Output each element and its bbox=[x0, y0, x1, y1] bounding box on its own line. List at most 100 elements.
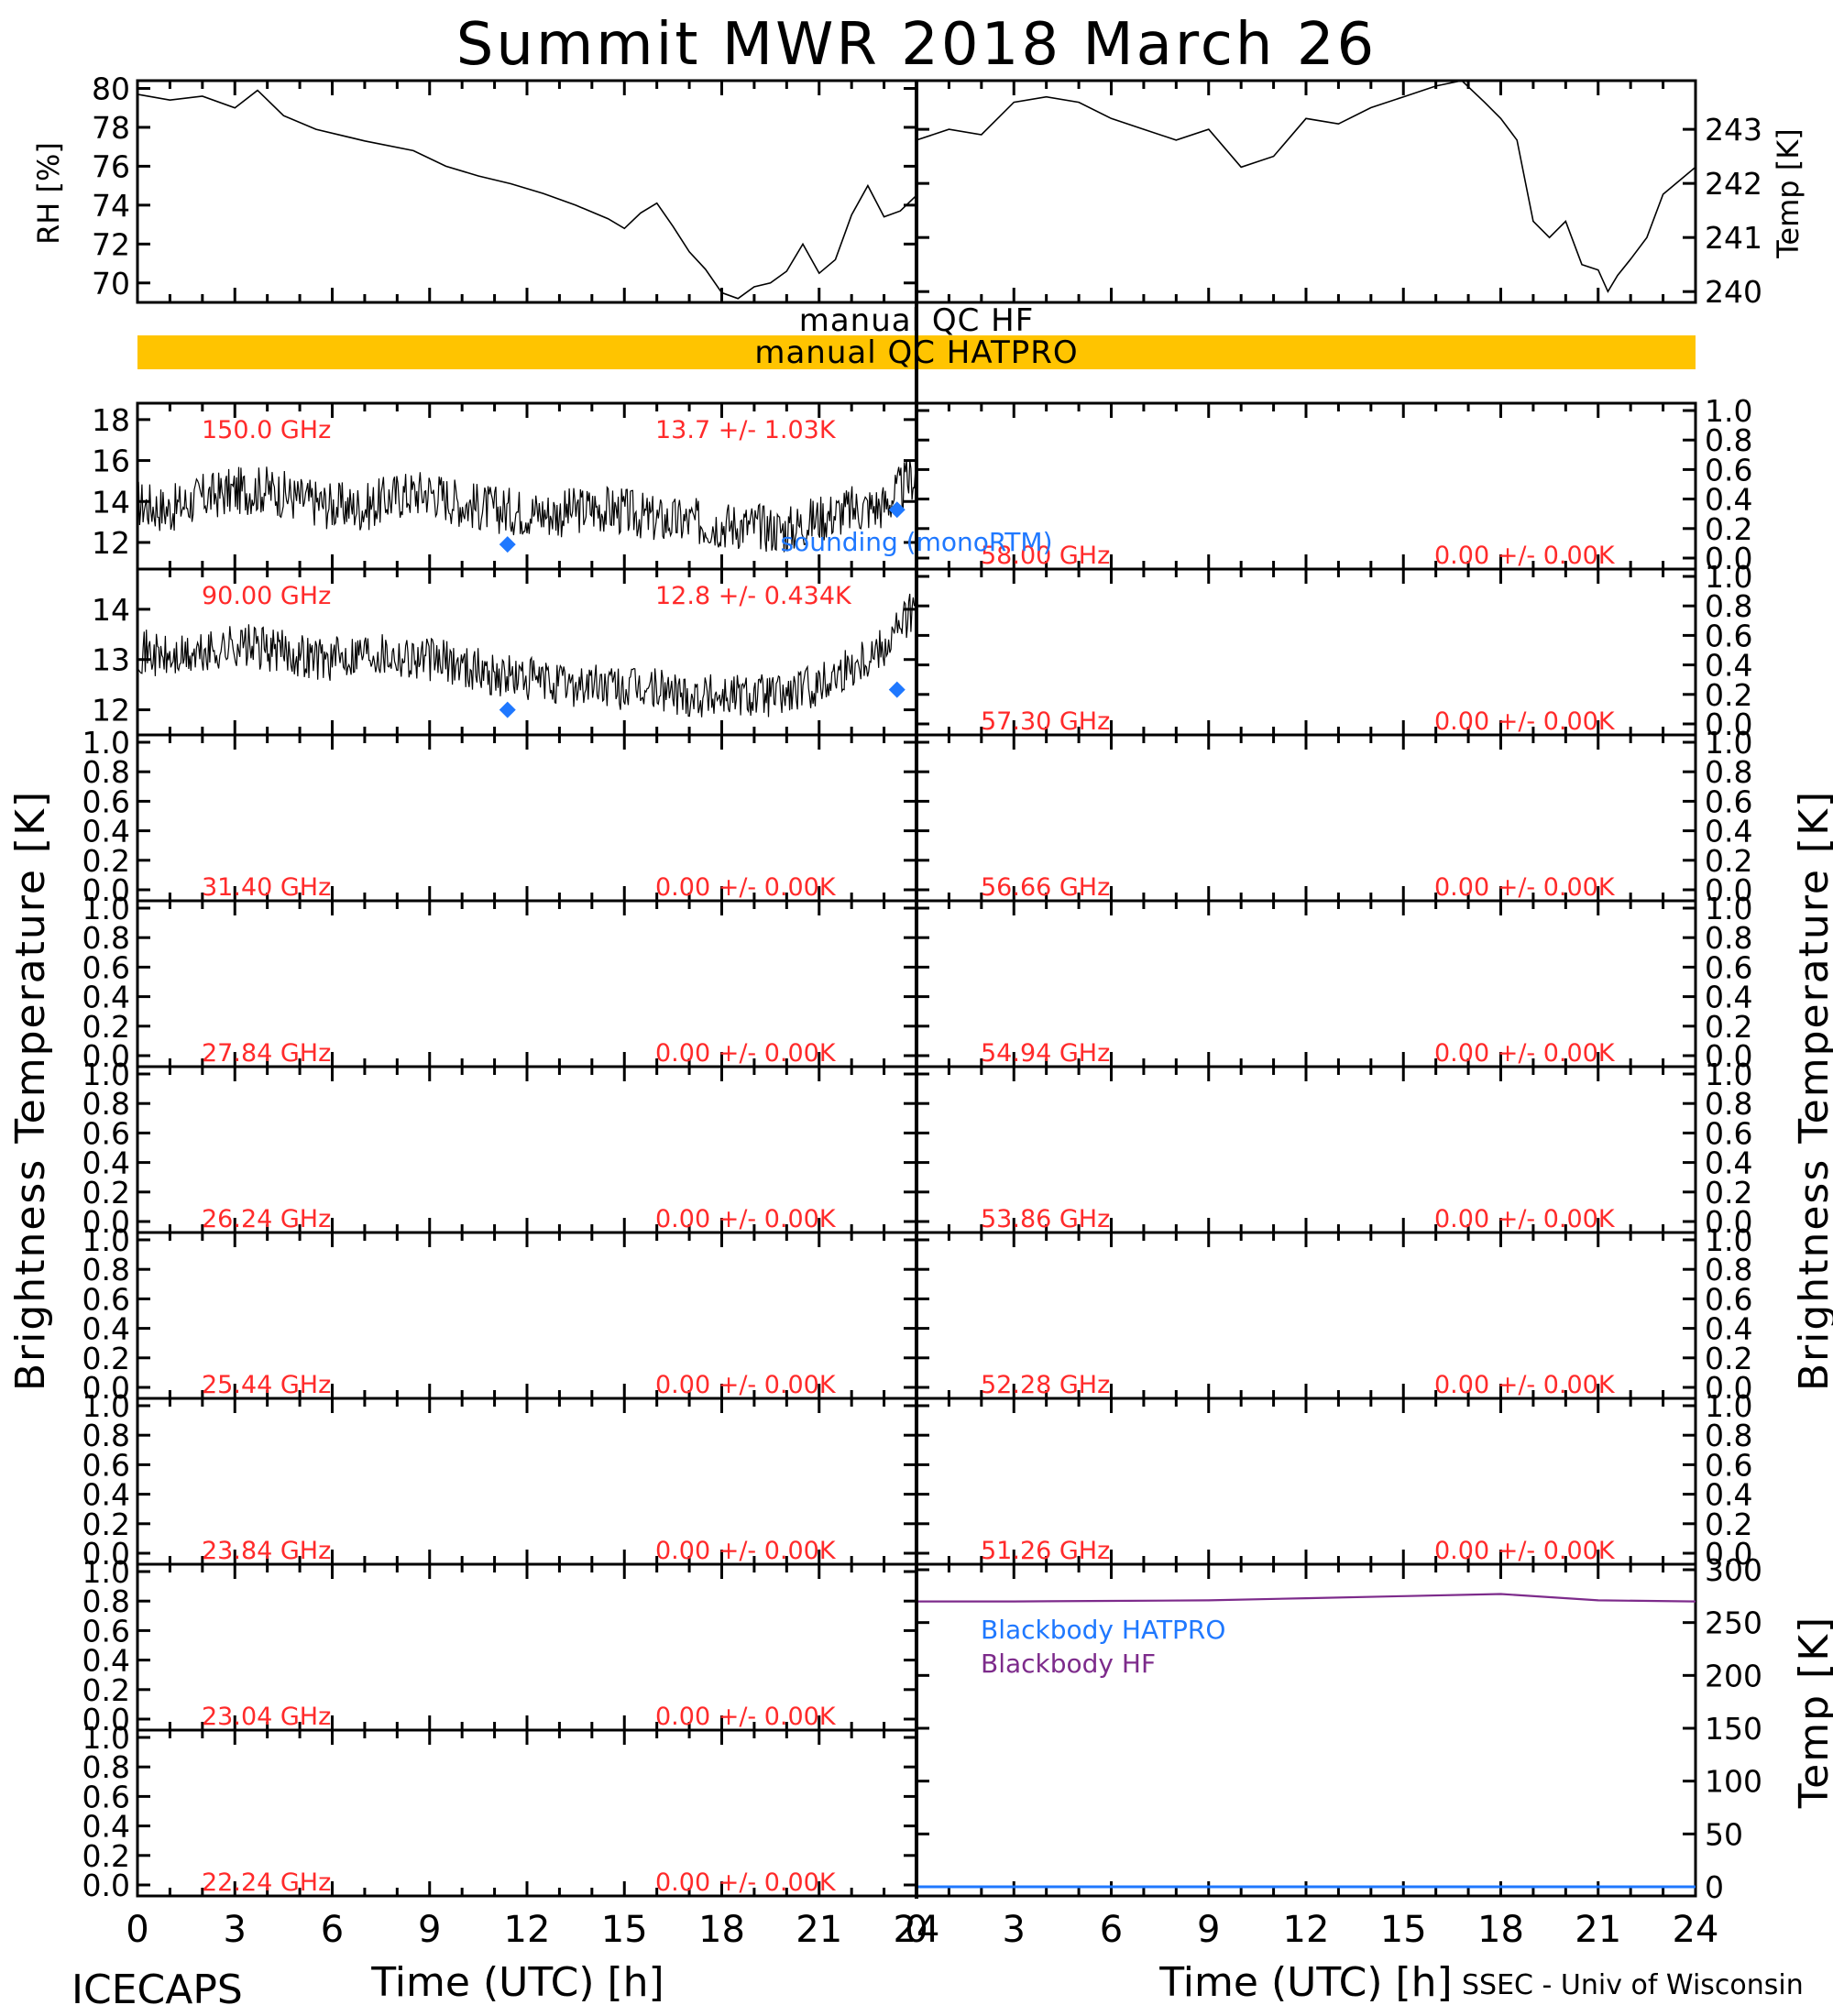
temp-panel-frame bbox=[915, 79, 1697, 304]
tb-stat-label: 0.00 +/- 0.00K bbox=[655, 1371, 837, 1399]
tb-tick-label: 14 bbox=[92, 592, 130, 628]
tb-tick-label: 0.0 bbox=[82, 1370, 130, 1406]
tb-tick-label: 0.6 bbox=[1705, 452, 1752, 488]
blackbody-tick-label: 300 bbox=[1705, 1552, 1762, 1588]
tb-tick-label: 0.2 bbox=[1705, 1175, 1752, 1211]
tb-tick-label: 1.0 bbox=[1705, 725, 1752, 761]
tb-stat-label: 0.00 +/- 0.00K bbox=[1434, 1537, 1616, 1565]
tb-tick-label: 0.2 bbox=[1705, 677, 1752, 713]
x-tick-label-right: 15 bbox=[1380, 1909, 1427, 1951]
x-tick-label-right: 12 bbox=[1283, 1909, 1330, 1951]
tb-tick-label: 0.0 bbox=[1705, 1204, 1752, 1240]
tb-tick-label: 0.2 bbox=[1705, 843, 1752, 879]
tb-freq-label: 26.24 GHz bbox=[202, 1205, 331, 1233]
tb-tick-label: 0.0 bbox=[1705, 1536, 1752, 1572]
tb-stat-label: 0.00 +/- 0.00K bbox=[1434, 873, 1616, 902]
footer-ssec: SSEC - Univ of Wisconsin bbox=[1462, 1969, 1804, 2001]
temp-tick-label: 242 bbox=[1705, 166, 1762, 202]
x-tick-label-right: 21 bbox=[1575, 1909, 1621, 1951]
tb-tick-label: 0.8 bbox=[1705, 754, 1752, 790]
rh-tick-label: 72 bbox=[92, 226, 130, 262]
sounding-marker bbox=[499, 536, 516, 553]
tb-tick-label: 16 bbox=[92, 444, 130, 479]
tb-tick-label: 0.6 bbox=[1705, 949, 1752, 985]
tb-noise-tb-90 bbox=[137, 585, 917, 718]
tb-stat-label: 0.00 +/- 0.00K bbox=[1434, 1039, 1616, 1068]
tb-tick-label: 12 bbox=[92, 693, 130, 729]
tb-tick-label: 0.6 bbox=[82, 1281, 130, 1317]
x-tick-label-right: 6 bbox=[1100, 1909, 1123, 1951]
tb-stat-label: 12.8 +/- 0.434K bbox=[655, 582, 852, 610]
x-tick-label-right: 9 bbox=[1197, 1909, 1220, 1951]
tb-tick-label: 0.8 bbox=[1705, 422, 1752, 458]
tb-tick-label: 0.2 bbox=[1705, 1507, 1752, 1542]
blackbody-tick-label: 0 bbox=[1705, 1869, 1724, 1905]
rh-tick-label: 76 bbox=[92, 148, 130, 184]
tb-tick-label: 0.4 bbox=[1705, 1477, 1752, 1513]
tb-tick-label: 0.6 bbox=[1705, 1115, 1752, 1151]
tb-tick-label: 1.0 bbox=[1705, 559, 1752, 595]
tb-tick-label: 0.0 bbox=[82, 1536, 130, 1572]
tb-freq-label: 51.26 GHz bbox=[981, 1537, 1110, 1565]
right-ylabel-blackbody: Temp [K] bbox=[1791, 1616, 1833, 1809]
tb-tick-label: 13 bbox=[92, 642, 130, 678]
tb-freq-label: 58.00 GHz bbox=[981, 542, 1110, 570]
sounding-marker bbox=[888, 501, 906, 519]
tb-tick-label: 0.8 bbox=[82, 1086, 130, 1122]
figure-title: Summit MWR 2018 March 26 bbox=[456, 11, 1377, 79]
tb-tick-label: 0.8 bbox=[1705, 1252, 1752, 1287]
rh-tick-label: 74 bbox=[92, 188, 130, 224]
blackbody-tick-label: 150 bbox=[1705, 1711, 1762, 1747]
x-tick-label-left: 0 bbox=[126, 1909, 148, 1951]
tb-tick-label: 0.8 bbox=[82, 1418, 130, 1453]
tb-tick-label: 0.0 bbox=[82, 872, 130, 908]
x-tick-label-left: 6 bbox=[321, 1909, 344, 1951]
tb-tick-label: 0.8 bbox=[82, 1252, 130, 1287]
tb-stat-label: 13.7 +/- 1.03K bbox=[655, 416, 837, 444]
tb-tick-label: 0.6 bbox=[82, 783, 130, 819]
tb-tick-label: 1.0 bbox=[1705, 1057, 1752, 1092]
tb-tick-label: 0.4 bbox=[1705, 1145, 1752, 1181]
tb-tick-label: 0.6 bbox=[82, 1447, 130, 1483]
tb-stat-label: 0.00 +/- 0.00K bbox=[655, 1039, 837, 1068]
temp-tick-label: 241 bbox=[1705, 220, 1762, 256]
tb-stat-label: 0.00 +/- 0.00K bbox=[655, 873, 837, 902]
tb-tick-label: 0.2 bbox=[82, 1838, 130, 1874]
sounding-marker bbox=[888, 681, 906, 698]
tb-tick-label: 0.2 bbox=[82, 1341, 130, 1376]
x-tick-label-right: 0 bbox=[905, 1909, 927, 1951]
tb-tick-label: 0.2 bbox=[1705, 511, 1752, 547]
blackbody-tick-label: 250 bbox=[1705, 1605, 1762, 1641]
tb-freq-label: 27.84 GHz bbox=[202, 1039, 331, 1068]
tb-tick-label: 0.2 bbox=[82, 1672, 130, 1708]
blackbody-tick-label: 200 bbox=[1705, 1658, 1762, 1693]
rh-tick-label: 78 bbox=[92, 110, 130, 146]
tb-freq-label: 52.28 GHz bbox=[981, 1371, 1110, 1399]
tb-tick-label: 0.0 bbox=[1705, 707, 1752, 742]
x-tick-label-left: 21 bbox=[796, 1909, 842, 1951]
tb-freq-label: 31.40 GHz bbox=[202, 873, 331, 902]
tb-tick-label: 0.8 bbox=[1705, 1418, 1752, 1453]
sounding-legend: sounding (monoRTM) bbox=[781, 527, 1053, 557]
tb-tick-label: 0.4 bbox=[1705, 1311, 1752, 1347]
tb-tick-label: 0.2 bbox=[82, 843, 130, 879]
blackbody-hf-line bbox=[916, 1593, 1696, 1603]
temp-tick-label: 243 bbox=[1705, 112, 1762, 148]
temp-tick-label: 240 bbox=[1705, 274, 1762, 310]
tb-tick-label: 0.0 bbox=[82, 1204, 130, 1240]
rh-panel-frame bbox=[136, 79, 918, 304]
tb-tick-label: 0.6 bbox=[1705, 1447, 1752, 1483]
tb-tick-label: 0.6 bbox=[82, 949, 130, 985]
tb-tick-label: 0.8 bbox=[82, 920, 130, 956]
tb-tick-label: 0.0 bbox=[82, 1702, 130, 1737]
tb-tick-label: 0.8 bbox=[1705, 920, 1752, 956]
tb-tick-label: 0.4 bbox=[1705, 648, 1752, 684]
x-tick-label-left: 9 bbox=[418, 1909, 441, 1951]
tb-tick-label: 18 bbox=[92, 402, 130, 438]
tb-stat-label: 0.00 +/- 0.00K bbox=[1434, 1371, 1616, 1399]
tb-tick-label: 1.0 bbox=[1705, 393, 1752, 429]
tb-freq-label: 25.44 GHz bbox=[202, 1371, 331, 1399]
tb-tick-label: 0.8 bbox=[82, 1749, 130, 1785]
tb-tick-label: 1.0 bbox=[82, 1720, 130, 1756]
